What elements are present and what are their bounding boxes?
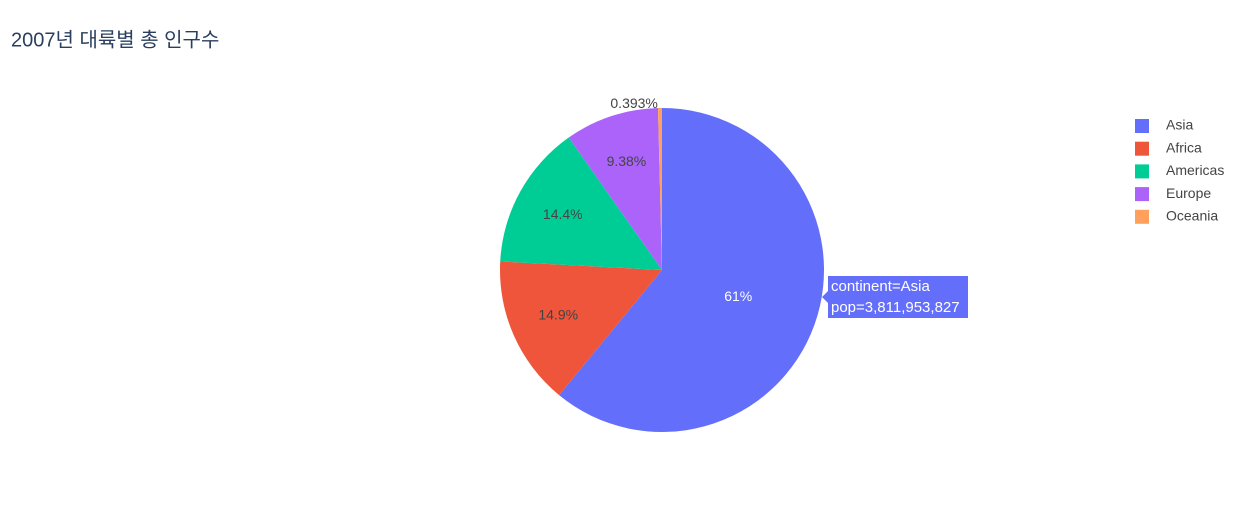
legend-label: Europe — [1166, 185, 1211, 201]
pie-slice — [559, 108, 825, 432]
pie-slice — [500, 261, 662, 396]
legend-swatch — [1135, 119, 1149, 133]
hover-text: pop=3,811,953,827 — [831, 299, 960, 316]
legend-swatch — [1135, 187, 1149, 202]
slice-label: 14.9% — [538, 306, 578, 322]
slice-label: 9.38% — [607, 153, 647, 169]
slice-label: 0.393% — [610, 95, 657, 111]
hover-text: continent=Asia — [831, 278, 930, 295]
pie-slice — [500, 137, 662, 270]
legend-label: Asia — [1166, 117, 1193, 133]
pie-slice — [658, 108, 662, 270]
legend-swatch — [1135, 209, 1149, 224]
legend-label: Oceania — [1166, 208, 1218, 224]
pie-slice — [568, 108, 662, 270]
legend-swatch — [1135, 164, 1149, 179]
slice-label: 61% — [724, 288, 752, 304]
slice-label: 14.4% — [543, 206, 583, 222]
chart-title: 2007년 대륙별 총 인구수 — [11, 28, 219, 51]
legend-swatch — [1135, 141, 1149, 156]
legend-label: Africa — [1166, 139, 1202, 155]
legend-label: Americas — [1166, 162, 1224, 178]
hover-box — [822, 276, 968, 318]
hover-tooltip: continent=Asia pop=3,811,953,827 — [822, 276, 968, 318]
